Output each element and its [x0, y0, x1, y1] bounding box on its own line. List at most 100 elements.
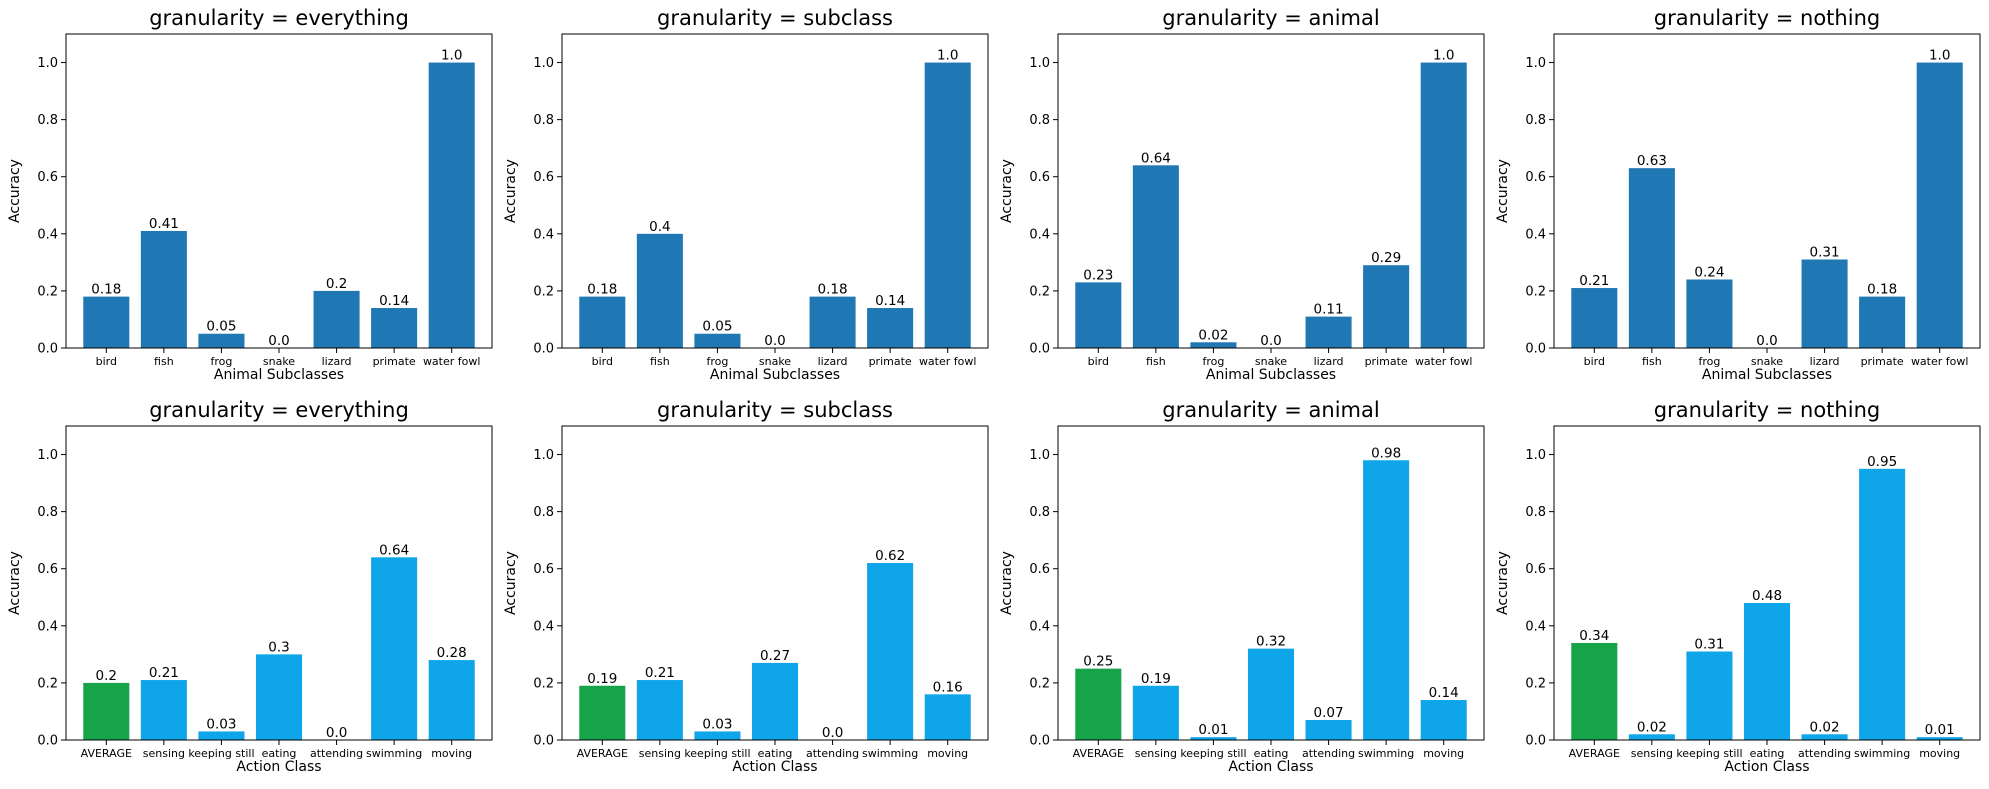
- bar: [1801, 734, 1848, 740]
- data-label: 0.29: [1371, 250, 1401, 266]
- data-label: 0.31: [1810, 245, 1840, 261]
- bar: [1132, 165, 1179, 348]
- y-tick-label: 0.6: [1029, 170, 1050, 185]
- bar: [867, 563, 914, 740]
- chart-title: granularity = animal: [1162, 398, 1379, 422]
- y-tick-label: 0.2: [1029, 284, 1050, 299]
- y-tick-label: 0.8: [1029, 113, 1050, 128]
- data-label: 0.18: [587, 282, 617, 298]
- x-tick-label: moving: [1919, 747, 1960, 760]
- data-label: 0.18: [818, 282, 848, 298]
- x-tick-label: lizard: [1314, 355, 1344, 368]
- x-tick-label: moving: [927, 747, 968, 760]
- data-label: 1.0: [937, 48, 958, 64]
- y-tick-label: 0.2: [533, 676, 554, 691]
- data-label: 0.41: [149, 216, 179, 232]
- data-label: 0.95: [1867, 454, 1897, 470]
- y-axis-label: Accuracy: [7, 551, 23, 615]
- x-tick-label: frog: [1698, 355, 1720, 368]
- chart-panel: granularity = everything 0.2 0.21 0.03 0.3 0.…: [7, 398, 493, 775]
- chart-panel: granularity = subclass 0.18 0.4 0.05 0.0 0.18…: [503, 6, 989, 383]
- bar: [140, 680, 187, 740]
- y-tick-label: 0.6: [37, 562, 58, 577]
- y-tick-label: 0.4: [37, 619, 58, 634]
- bar: [867, 308, 914, 348]
- y-tick-label: 0.8: [1525, 113, 1546, 128]
- x-tick-label: attending: [806, 747, 859, 760]
- plot-frame: [1553, 33, 1981, 349]
- bar: [1305, 316, 1352, 348]
- bar: [371, 557, 418, 740]
- y-tick-label: 0.6: [1525, 170, 1546, 185]
- bar: [579, 296, 626, 348]
- bar: [1916, 62, 1963, 349]
- bar: [751, 662, 799, 740]
- x-tick-label: bird: [96, 355, 117, 368]
- data-label: 0.14: [379, 293, 409, 309]
- x-tick-label: attending: [310, 747, 363, 760]
- x-tick-label: AVERAGE: [577, 747, 628, 760]
- data-label: 0.16: [933, 679, 963, 695]
- x-axis-label: Animal Subclasses: [1702, 367, 1832, 383]
- chart-title: granularity = animal: [1162, 6, 1379, 30]
- y-tick-label: 0.8: [533, 113, 554, 128]
- bar: [636, 233, 683, 348]
- data-label: 0.18: [1867, 282, 1897, 298]
- x-tick-label: sensing: [1135, 747, 1177, 760]
- x-tick-label: fish: [650, 355, 670, 368]
- y-tick-label: 0.6: [533, 170, 554, 185]
- data-label: 1.0: [1929, 48, 1950, 64]
- bar: [809, 296, 856, 348]
- chart-panel: granularity = animal 0.25 0.19 0.01 0.32 0.07…: [999, 398, 1485, 775]
- y-axis-label: Accuracy: [1495, 159, 1511, 223]
- y-axis-label: Accuracy: [999, 551, 1015, 615]
- y-tick-label: 0.0: [533, 342, 554, 357]
- y-tick-label: 0.0: [533, 734, 554, 749]
- x-tick-label: swimming: [862, 747, 918, 760]
- bar: [428, 660, 475, 740]
- bar: [1075, 668, 1122, 740]
- data-label: 1.0: [441, 48, 462, 64]
- data-label: 0.0: [1756, 333, 1777, 349]
- data-label: 0.21: [149, 665, 179, 681]
- x-tick-label: primate: [869, 355, 912, 368]
- y-tick-label: 0.2: [37, 284, 58, 299]
- chart-title: granularity = subclass: [657, 6, 893, 30]
- y-tick-label: 1.0: [533, 56, 554, 71]
- y-tick-label: 0.0: [1525, 734, 1546, 749]
- data-label: 1.0: [1433, 48, 1454, 64]
- y-tick-label: 1.0: [533, 448, 554, 463]
- x-axis-label: Action Class: [732, 759, 817, 775]
- x-tick-label: snake: [1751, 355, 1783, 368]
- x-tick-label: water fowl: [1911, 355, 1969, 368]
- data-label: 0.0: [326, 725, 347, 741]
- bar: [1686, 279, 1733, 348]
- bar: [140, 230, 187, 348]
- y-tick-label: 0.6: [1029, 562, 1050, 577]
- y-tick-label: 0.4: [1029, 619, 1050, 634]
- chart-title: granularity = nothing: [1654, 6, 1880, 30]
- x-tick-label: keeping still: [1676, 747, 1742, 760]
- data-label: 0.03: [206, 716, 236, 732]
- bar: [1247, 648, 1295, 740]
- bar: [255, 654, 303, 740]
- x-tick-label: sensing: [1631, 747, 1673, 760]
- x-tick-label: frog: [1202, 355, 1224, 368]
- y-tick-label: 0.2: [1029, 676, 1050, 691]
- x-tick-label: lizard: [322, 355, 352, 368]
- bar: [1628, 734, 1675, 740]
- bar: [1859, 296, 1906, 348]
- data-label: 0.03: [702, 716, 732, 732]
- bar: [694, 333, 741, 348]
- x-tick-label: keeping still: [684, 747, 750, 760]
- x-tick-label: bird: [1088, 355, 1109, 368]
- x-tick-label: moving: [431, 747, 472, 760]
- y-tick-label: 0.8: [1525, 505, 1546, 520]
- y-tick-label: 0.4: [1029, 227, 1050, 242]
- data-label: 0.2: [326, 276, 347, 292]
- bar: [924, 694, 971, 740]
- data-label: 0.64: [379, 542, 409, 558]
- x-tick-label: swimming: [1854, 747, 1910, 760]
- x-axis-label: Action Class: [236, 759, 321, 775]
